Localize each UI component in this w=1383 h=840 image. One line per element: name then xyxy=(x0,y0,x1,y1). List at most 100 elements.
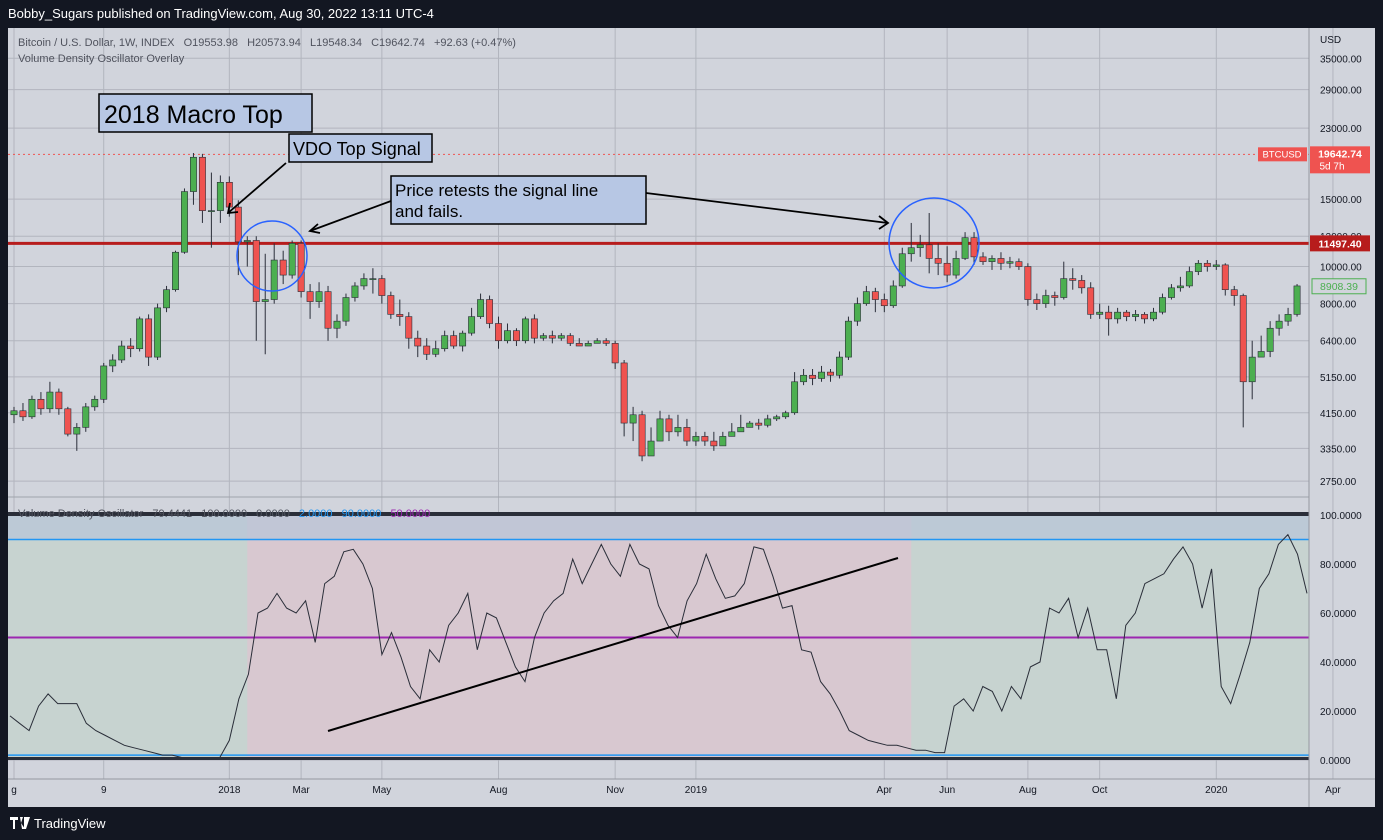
candle xyxy=(181,188,188,254)
candle xyxy=(306,284,314,319)
candle xyxy=(28,395,36,419)
candle xyxy=(270,243,278,304)
candle xyxy=(593,338,601,344)
candle xyxy=(844,316,852,360)
candle xyxy=(207,172,215,248)
candle xyxy=(136,316,144,352)
candle-body xyxy=(764,418,772,426)
osc-tick-label: 0.0000 xyxy=(1320,756,1351,767)
time-label: Aug xyxy=(490,785,508,796)
candle xyxy=(19,403,27,421)
footer: TradingView xyxy=(0,807,1383,840)
candle xyxy=(692,431,700,446)
candle xyxy=(64,406,72,437)
currency-label: USD xyxy=(1320,35,1341,46)
candle-body xyxy=(1284,314,1292,322)
candle-body xyxy=(1042,295,1050,304)
candle xyxy=(656,410,664,442)
candle xyxy=(1176,276,1184,292)
osc-axis[interactable]: 100.0000 80.0000 60.0000 40.0000 20.0000 0.00… xyxy=(1320,511,1362,767)
candle-body xyxy=(1123,311,1131,317)
candle xyxy=(710,431,718,451)
candle-body xyxy=(1105,311,1113,320)
candle-body xyxy=(1096,311,1104,315)
retest-annotation: Price retests the signal line and fails. xyxy=(390,175,647,225)
candle xyxy=(791,372,799,415)
candle xyxy=(1275,314,1283,336)
candle-body xyxy=(988,258,996,262)
trading-chart[interactable]: 2018 Macro Top VDO Top Signal Price rete… xyxy=(8,28,1375,807)
candle xyxy=(755,418,763,430)
candle-body xyxy=(629,414,637,424)
candle-body xyxy=(10,410,18,416)
candle xyxy=(638,410,646,462)
signal-price-tag: 11497.40 xyxy=(1310,235,1370,252)
last-price-label: 19642.74 xyxy=(1318,148,1362,160)
candle-body xyxy=(118,345,126,361)
candle xyxy=(836,351,843,379)
candle xyxy=(1006,256,1014,269)
candle-body xyxy=(1275,320,1283,329)
macro-top-annotation: 2018 Macro Top xyxy=(98,93,313,133)
time-label: Mar xyxy=(293,785,311,796)
candle xyxy=(10,406,18,424)
candle xyxy=(252,236,260,341)
retest-arrow-right xyxy=(645,192,889,224)
candle-body xyxy=(477,299,485,317)
high-label: H xyxy=(247,37,255,49)
footer-brand[interactable]: TradingView xyxy=(34,816,106,831)
candle-body xyxy=(584,343,592,347)
candle xyxy=(800,368,808,386)
candle xyxy=(1060,261,1068,300)
tradingview-logo-icon[interactable] xyxy=(10,817,30,829)
low-label: L xyxy=(310,37,316,49)
candle-body xyxy=(997,258,1005,264)
candle-body xyxy=(907,247,915,255)
osc-value-3: 0.0000 xyxy=(256,508,290,520)
candle xyxy=(602,338,610,347)
osc-shade-overbought xyxy=(8,515,1309,540)
candle xyxy=(827,368,834,382)
candle-body xyxy=(342,297,350,322)
candle-body xyxy=(1194,262,1202,272)
candle-body xyxy=(109,359,117,367)
osc-top-band xyxy=(8,512,1309,516)
time-label: 2018 xyxy=(218,785,241,796)
candle-body xyxy=(827,371,834,376)
candle xyxy=(1248,340,1256,400)
time-axis[interactable]: g 9 2018 Mar May Aug Nov 2019 Apr Jun Aug Oct 2020 Ap… xyxy=(8,778,1375,796)
osc-tick-label: 100.0000 xyxy=(1320,511,1362,522)
candle-body xyxy=(1060,278,1068,298)
candle xyxy=(405,312,413,349)
candle xyxy=(1033,293,1041,311)
candle-body xyxy=(871,291,879,300)
candle xyxy=(889,280,897,308)
candle-body xyxy=(737,427,745,433)
candle-body xyxy=(773,416,781,420)
overlay-label: Volume Density Oscillator Overlay xyxy=(18,53,185,65)
price-axis[interactable]: USD 35000.0029000.0023000.0015000.001200… xyxy=(1258,28,1370,807)
retest-circle-2018 xyxy=(236,220,308,292)
candle xyxy=(943,246,951,283)
candle xyxy=(495,316,502,349)
candle-body xyxy=(898,253,906,287)
price-tick-label: 8000.00 xyxy=(1320,300,1357,311)
candle xyxy=(91,395,99,411)
candle xyxy=(674,414,682,437)
candle-body xyxy=(952,258,960,276)
candle-body xyxy=(638,414,646,457)
candle xyxy=(1212,260,1220,270)
candle xyxy=(925,213,933,274)
candle xyxy=(73,423,81,451)
candle xyxy=(369,268,377,294)
candle-body xyxy=(91,398,99,408)
candle-body xyxy=(1141,314,1148,320)
candle-body xyxy=(55,391,63,410)
price-tick-label: 6400.00 xyxy=(1320,337,1357,348)
candle-body xyxy=(19,410,27,418)
candle-body xyxy=(979,256,987,262)
candle-body xyxy=(710,440,718,447)
candle xyxy=(584,340,592,347)
candle-body xyxy=(647,440,655,457)
time-label: 9 xyxy=(101,785,107,796)
